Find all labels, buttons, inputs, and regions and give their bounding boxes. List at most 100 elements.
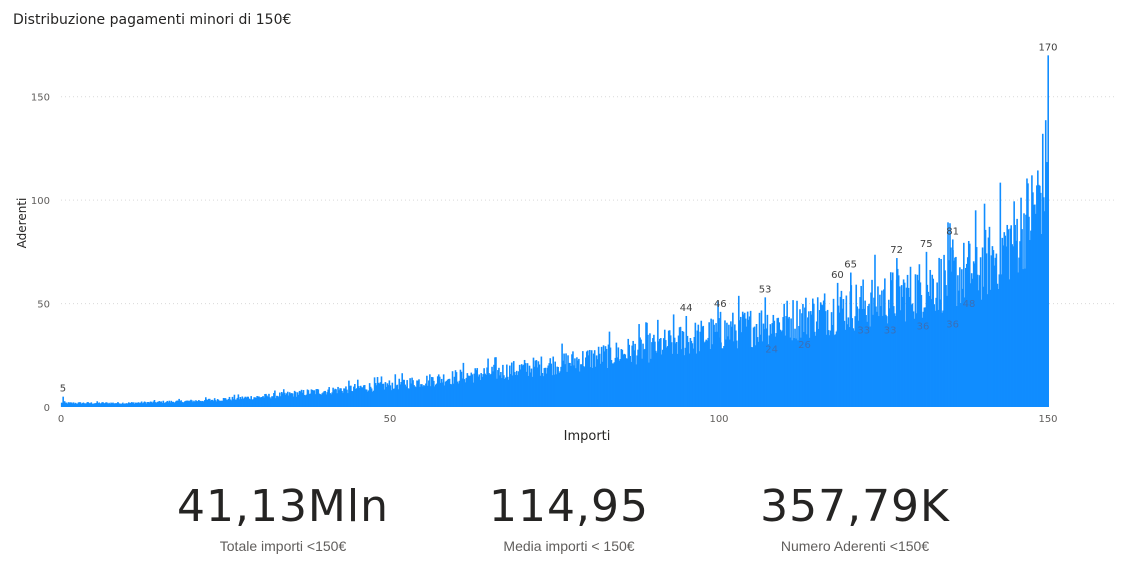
- bar: [969, 283, 972, 407]
- bar: [866, 321, 868, 407]
- bar: [885, 314, 887, 407]
- bar: [781, 330, 784, 407]
- bar: [597, 346, 600, 407]
- bar: [245, 397, 248, 407]
- bar: [449, 383, 452, 407]
- bar: [104, 402, 106, 407]
- bar: [303, 394, 306, 407]
- bar: [130, 402, 133, 407]
- bar: [106, 402, 108, 407]
- bar: [1012, 246, 1014, 407]
- bar: [182, 402, 184, 407]
- bar: [138, 403, 141, 407]
- bar: [758, 312, 761, 407]
- bar: [585, 351, 588, 407]
- bar: [273, 392, 275, 407]
- bar: [793, 338, 795, 407]
- bar: [73, 403, 76, 407]
- bar: [112, 402, 114, 407]
- bar: [544, 367, 547, 407]
- bar: [469, 375, 472, 407]
- bar: [420, 384, 422, 407]
- bar: [546, 367, 549, 407]
- bar: [167, 402, 170, 407]
- bar: [215, 401, 218, 407]
- bar: [193, 400, 195, 407]
- bar: [618, 360, 621, 407]
- data-label: 33: [857, 326, 870, 337]
- bar: [234, 399, 237, 407]
- bar: [753, 326, 756, 407]
- bar: [797, 340, 799, 407]
- bar: [561, 343, 563, 407]
- bar: [192, 402, 194, 407]
- bar: [791, 340, 793, 407]
- bar: [831, 324, 834, 407]
- bar: [384, 382, 387, 407]
- bar: [767, 344, 770, 407]
- bar: [762, 323, 765, 407]
- bar: [416, 380, 418, 407]
- bar: [929, 269, 932, 407]
- bar: [724, 320, 726, 407]
- bar: [339, 388, 341, 407]
- bar: [186, 400, 188, 407]
- bar: [887, 299, 890, 407]
- bar: [478, 374, 480, 407]
- bar: [284, 394, 287, 407]
- bar: [249, 399, 252, 407]
- bar: [671, 353, 674, 407]
- bar: [326, 392, 328, 407]
- bar: [436, 376, 439, 407]
- bar: [1036, 185, 1038, 407]
- bar: [919, 282, 922, 407]
- bar: [954, 257, 956, 407]
- bar: [359, 385, 362, 407]
- bar: [139, 402, 142, 407]
- bar: [761, 341, 764, 407]
- bar: [987, 237, 990, 407]
- bar: [617, 347, 620, 407]
- bar: [440, 378, 443, 407]
- bar: [711, 344, 713, 407]
- bar: [108, 402, 110, 407]
- bar: [1042, 197, 1045, 407]
- bar: [290, 393, 293, 407]
- bar: [152, 401, 155, 407]
- bar: [777, 317, 780, 407]
- bar: [658, 341, 660, 407]
- bar: [712, 319, 714, 407]
- bar: [155, 402, 158, 407]
- bar: [636, 355, 638, 407]
- bar: [301, 392, 304, 407]
- bar: [340, 388, 342, 407]
- bar: [536, 367, 539, 407]
- bar: [772, 314, 775, 407]
- bar: [580, 364, 582, 407]
- bar: [547, 365, 550, 407]
- bar: [635, 364, 637, 407]
- bar: [458, 380, 461, 407]
- bar: [527, 375, 530, 407]
- bar: [691, 343, 694, 407]
- bar: [817, 328, 820, 407]
- bar: [422, 386, 424, 407]
- bar: [71, 403, 74, 407]
- bar: [799, 309, 801, 407]
- bar: [88, 403, 91, 407]
- bar: [576, 357, 578, 407]
- bar: [996, 283, 999, 407]
- bar: [110, 402, 112, 407]
- kpi-numero-aderenti: 357,79K Numero Aderenti <150€: [725, 478, 985, 554]
- bar: [224, 398, 227, 407]
- bar: [519, 369, 522, 407]
- bar: [653, 334, 655, 407]
- bar: [218, 400, 221, 407]
- bar: [438, 376, 441, 407]
- bar: [972, 261, 975, 407]
- bar: [210, 399, 213, 407]
- bar: [750, 347, 753, 407]
- bar: [140, 401, 143, 407]
- bar: [334, 388, 336, 407]
